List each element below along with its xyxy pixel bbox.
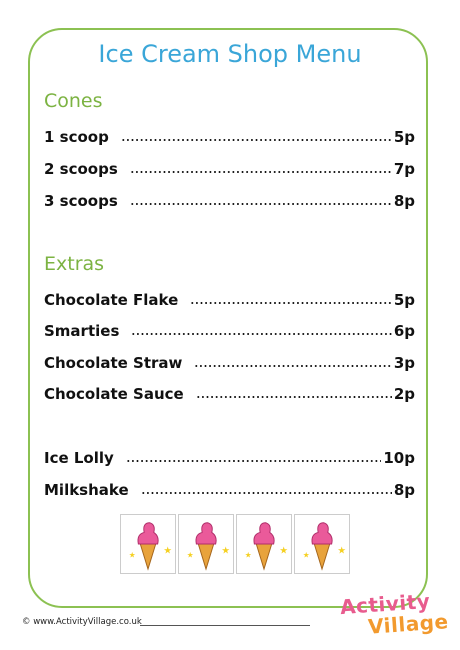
dot-leader [140, 491, 392, 495]
item-name: Smarties [44, 322, 120, 340]
dot-leader [129, 170, 392, 174]
item-price: 8p [393, 192, 415, 210]
svg-text:★: ★ [163, 546, 172, 557]
menu-title: Ice Cream Shop Menu [98, 40, 362, 68]
menu-frame [28, 28, 428, 608]
svg-text:★: ★ [221, 546, 230, 557]
item-name: Chocolate Straw [44, 354, 183, 372]
svg-text:★: ★ [245, 551, 252, 560]
item-price: 5p [393, 128, 415, 146]
ice-cream-icon: ★★ [120, 514, 176, 574]
svg-text:★: ★ [187, 551, 194, 560]
menu-item: 3 scoops 8p [44, 188, 415, 210]
menu-item: Chocolate Straw 3p [44, 350, 415, 372]
ice-cream-icon: ★★ [294, 514, 350, 574]
dot-leader [195, 395, 392, 399]
item-name: Milkshake [44, 481, 129, 499]
menu-item: Chocolate Flake 5p [44, 287, 415, 309]
footer-line [140, 625, 310, 626]
item-price: 7p [393, 160, 415, 178]
menu-item: Milkshake 8p [44, 477, 415, 499]
item-price: 3p [393, 354, 415, 372]
menu-item: Smarties 6p [44, 318, 415, 340]
item-price: 6p [393, 322, 415, 340]
ice-cream-icons: ★ ★ ★ ★ ★ ★ ★ ★ [120, 514, 350, 574]
footer-url: © www.ActivityVillage.co.uk [22, 617, 142, 627]
dot-leader [125, 459, 382, 463]
logo-bottom: Village [367, 609, 450, 639]
dot-leader [120, 138, 392, 142]
section-heading: Extras [44, 253, 105, 275]
ice-cream-icon: ★★ [178, 514, 234, 574]
item-name: 1 scoop [44, 128, 109, 146]
item-price: 2p [393, 385, 415, 403]
item-name: Chocolate Flake [44, 291, 179, 309]
item-name: Chocolate Sauce [44, 385, 184, 403]
dot-leader [194, 364, 392, 368]
dot-leader [131, 332, 392, 336]
item-price: 10p [383, 449, 415, 467]
svg-text:★: ★ [129, 551, 136, 560]
svg-text:★: ★ [303, 551, 310, 560]
svg-text:★: ★ [337, 546, 346, 557]
dot-leader [190, 301, 392, 305]
item-price: 5p [393, 291, 415, 309]
svg-text:★: ★ [279, 546, 288, 557]
item-name: Ice Lolly [44, 449, 114, 467]
menu-item: Chocolate Sauce 2p [44, 381, 415, 403]
dot-leader [129, 202, 392, 206]
menu-item: 1 scoop 5p [44, 124, 415, 146]
item-name: 3 scoops [44, 192, 118, 210]
ice-cream-icon: ★★ [236, 514, 292, 574]
item-name: 2 scoops [44, 160, 118, 178]
menu-item: 2 scoops 7p [44, 156, 415, 178]
item-price: 8p [393, 481, 415, 499]
section-heading: Cones [44, 90, 103, 112]
menu-item: Ice Lolly 10p [44, 445, 415, 467]
